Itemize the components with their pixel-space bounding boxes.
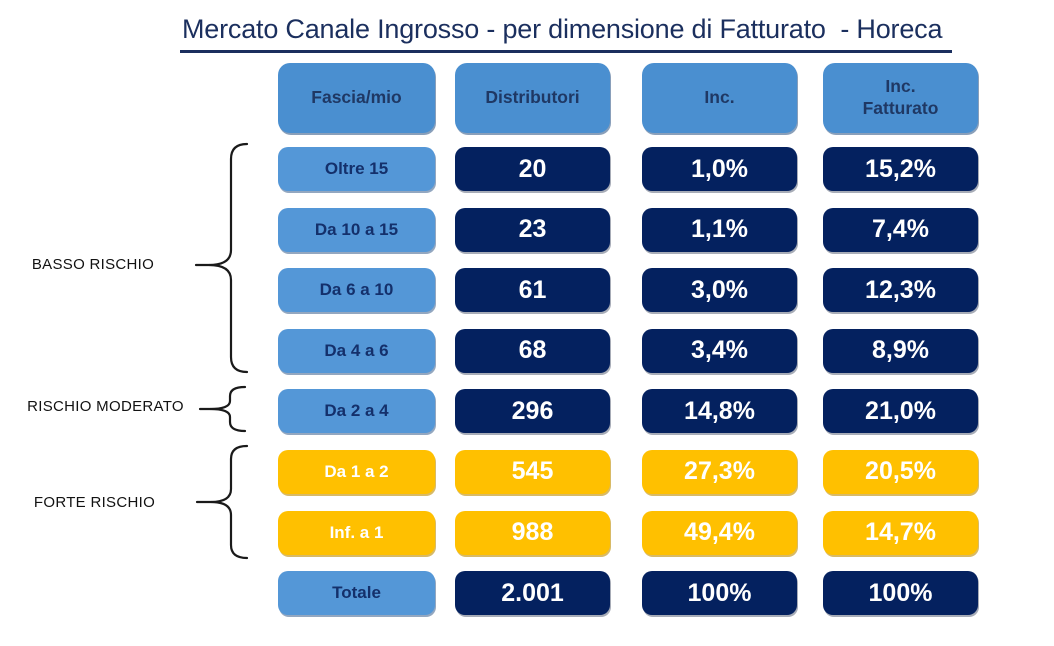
inc-cell: 49,4% (642, 510, 797, 555)
table-row: Da 6 a 10 61 3,0% 12,3% (278, 268, 978, 313)
inc-cell: 3,0% (642, 268, 797, 313)
inc-fatturato-cell: 8,9% (823, 328, 978, 373)
fascia-cell: Totale (278, 571, 435, 616)
inc-fatturato-cell: 20,5% (823, 449, 978, 494)
table-row: Oltre 15 20 1,0% 15,2% (278, 147, 978, 191)
inc-fatturato-cell: 7,4% (823, 207, 978, 252)
fascia-cell: Da 10 a 15 (278, 207, 435, 252)
inc-cell: 1,1% (642, 207, 797, 252)
page-title: Mercato Canale Ingrosso - per dimensione… (180, 14, 953, 53)
distributori-cell: 545 (455, 449, 610, 494)
inc-cell: 14,8% (642, 389, 797, 434)
table-row: Da 10 a 15 23 1,1% 7,4% (278, 207, 978, 252)
brace-forte-rischio (210, 444, 249, 560)
data-table: Fascia/mio Distributori Inc. Inc. Fattur… (278, 63, 978, 616)
fascia-cell: Da 6 a 10 (278, 268, 435, 313)
header-inc-fatturato: Inc. Fatturato (823, 63, 978, 133)
table-row: Inf. a 1 988 49,4% 14,7% (278, 510, 978, 555)
fascia-cell: Da 1 a 2 (278, 449, 435, 494)
header-inc: Inc. (642, 63, 797, 133)
distributori-cell: 2.001 (455, 571, 610, 616)
distributori-cell: 296 (455, 389, 610, 434)
risk-label-forte-rischio: FORTE RISCHIO (33, 494, 156, 511)
distributori-cell: 68 (455, 328, 610, 373)
table-row: Da 1 a 2 545 27,3% 20,5% (278, 449, 978, 494)
inc-fatturato-cell: 14,7% (823, 510, 978, 555)
table-row: Totale 2.001 100% 100% (278, 571, 978, 616)
inc-fatturato-cell: 12,3% (823, 268, 978, 313)
fascia-cell: Da 4 a 6 (278, 328, 435, 373)
table-row: Da 2 a 4 296 14,8% 21,0% (278, 389, 978, 434)
risk-label-rischio-moderato: RISCHIO MODERATO (27, 398, 184, 415)
fascia-cell: Oltre 15 (278, 147, 435, 191)
inc-cell: 3,4% (642, 328, 797, 373)
table-header-row: Fascia/mio Distributori Inc. Inc. Fattur… (278, 63, 978, 133)
fascia-cell: Da 2 a 4 (278, 389, 435, 434)
distributori-cell: 20 (455, 147, 610, 191)
inc-cell: 100% (642, 571, 797, 616)
inc-fatturato-cell: 100% (823, 571, 978, 616)
table-body: Oltre 15 20 1,0% 15,2% Da 10 a 15 23 1,1… (278, 147, 978, 616)
brace-basso-rischio (208, 142, 249, 374)
inc-fatturato-cell: 21,0% (823, 389, 978, 434)
fascia-cell: Inf. a 1 (278, 510, 435, 555)
header-distributori: Distributori (455, 63, 610, 133)
distributori-cell: 61 (455, 268, 610, 313)
distributori-cell: 988 (455, 510, 610, 555)
inc-fatturato-cell: 15,2% (823, 147, 978, 191)
risk-label-basso-rischio: BASSO RISCHIO (31, 256, 155, 273)
distributori-cell: 23 (455, 207, 610, 252)
inc-cell: 1,0% (642, 147, 797, 191)
header-fascia: Fascia/mio (278, 63, 435, 133)
brace-rischio-moderato (209, 385, 247, 433)
table-row: Da 4 a 6 68 3,4% 8,9% (278, 328, 978, 373)
inc-cell: 27,3% (642, 449, 797, 494)
risk-braces-graphic (194, 142, 249, 560)
